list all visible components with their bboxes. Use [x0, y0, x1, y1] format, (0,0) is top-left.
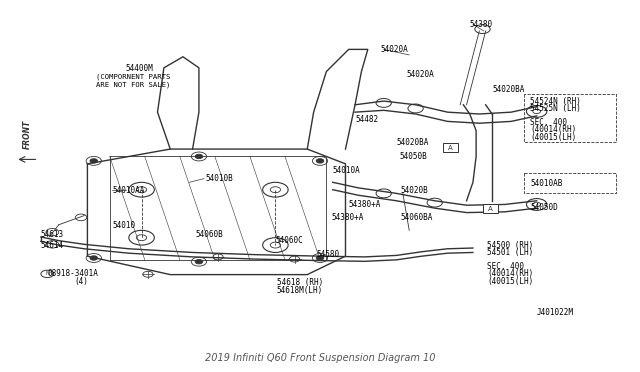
Text: (40015(LH): (40015(LH) [531, 133, 577, 142]
Text: A: A [483, 205, 488, 215]
Circle shape [316, 256, 324, 260]
Text: 54060B: 54060B [196, 230, 223, 239]
Circle shape [316, 159, 324, 163]
Text: 54614: 54614 [41, 241, 64, 250]
Text: 54020A: 54020A [381, 45, 408, 54]
Text: 54010AB: 54010AB [531, 179, 563, 187]
Text: ARE NOT FOR SALE): ARE NOT FOR SALE) [96, 81, 170, 88]
Text: 54618M(LH): 54618M(LH) [276, 286, 323, 295]
Text: 54400M: 54400M [125, 64, 154, 73]
Circle shape [195, 154, 203, 159]
Text: 54501 (LH): 54501 (LH) [487, 248, 533, 257]
Text: 2019 Infiniti Q60 Front Suspension Diagram 10: 2019 Infiniti Q60 Front Suspension Diagr… [205, 353, 435, 363]
Bar [483, 205, 499, 213]
Text: 54010AA: 54010AA [113, 186, 145, 195]
Text: 54020BA: 54020BA [492, 85, 524, 94]
Text: 54524N (RH): 54524N (RH) [531, 97, 581, 106]
Text: 54380: 54380 [470, 20, 493, 29]
Text: 54050D: 54050D [531, 203, 558, 212]
Text: 54060BA: 54060BA [401, 213, 433, 222]
Text: 54010B: 54010B [205, 174, 233, 183]
Text: SEC. 400: SEC. 400 [487, 262, 524, 271]
Text: (40015(LH): (40015(LH) [487, 277, 533, 286]
Text: (4): (4) [75, 277, 88, 286]
Text: (COMPORNENT PARTS: (COMPORNENT PARTS [96, 74, 170, 80]
Text: 54020B: 54020B [401, 186, 429, 195]
Text: A: A [488, 206, 493, 212]
Text: 54482: 54482 [355, 115, 378, 124]
Text: (40014(RH): (40014(RH) [487, 269, 533, 278]
Text: 54020A: 54020A [406, 70, 434, 79]
Text: A: A [444, 143, 449, 152]
Text: J401022M: J401022M [537, 308, 573, 317]
Text: 54500 (RH): 54500 (RH) [487, 241, 533, 250]
Text: A: A [448, 145, 453, 151]
Text: 08918-3401A: 08918-3401A [47, 269, 98, 278]
Text: (40014(RH): (40014(RH) [531, 125, 577, 134]
Text: 54618 (RH): 54618 (RH) [276, 278, 323, 287]
Text: 54020BA: 54020BA [396, 138, 429, 147]
Text: 54580: 54580 [317, 250, 340, 259]
Text: N: N [45, 272, 49, 276]
Text: 54525N (LH): 54525N (LH) [531, 104, 581, 113]
Text: 54010: 54010 [113, 221, 136, 230]
Text: SEC. 400: SEC. 400 [531, 118, 567, 127]
Text: 54060C: 54060C [275, 236, 303, 245]
Text: 54380+A: 54380+A [332, 212, 364, 221]
Text: 54050B: 54050B [399, 152, 428, 161]
Circle shape [90, 256, 98, 260]
Text: 54613: 54613 [41, 230, 64, 239]
Circle shape [195, 260, 203, 264]
Text: 54380+A: 54380+A [349, 200, 381, 209]
Circle shape [90, 159, 98, 163]
Bar [443, 143, 458, 152]
Text: 54010A: 54010A [333, 166, 360, 175]
Text: FRONT: FRONT [22, 120, 31, 149]
